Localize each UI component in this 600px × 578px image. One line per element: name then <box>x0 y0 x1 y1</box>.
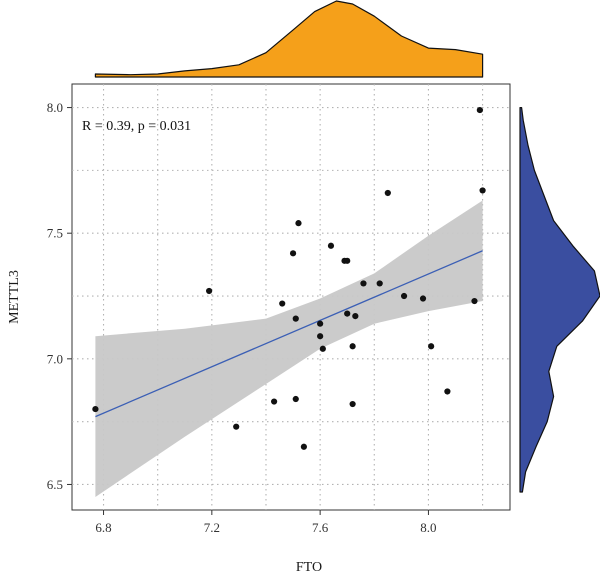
data-point <box>295 220 302 227</box>
regression-line-segment <box>95 250 483 418</box>
data-point <box>300 443 307 450</box>
data-point <box>92 405 99 413</box>
data-point <box>319 345 326 352</box>
x-tick-label: 6.8 <box>95 520 111 535</box>
data-point <box>292 395 299 403</box>
x-tick-label: 8.0 <box>420 520 436 535</box>
data-point <box>344 310 351 317</box>
data-point <box>376 280 383 287</box>
data-point <box>292 315 299 322</box>
data-point <box>344 257 351 264</box>
data-point <box>400 292 408 300</box>
x-axis: 6.8 7.2 7.6 8.0 <box>95 510 437 535</box>
y-density-area <box>519 107 600 493</box>
plot-frame <box>71 83 511 511</box>
data-point <box>471 297 478 305</box>
correlation-annotation: R = 0.39, p = 0.031 <box>82 119 191 134</box>
data-point <box>479 187 486 194</box>
y-tick-label: 8.0 <box>47 100 63 115</box>
y-tick-label: 7.5 <box>47 226 63 241</box>
data-point <box>233 423 240 430</box>
data-point <box>444 388 451 395</box>
data-point <box>349 343 356 350</box>
confidence-band-area <box>95 200 483 497</box>
data-point <box>352 313 359 320</box>
x-axis-title: FTO <box>296 560 322 575</box>
y-density-plot <box>519 107 600 493</box>
y-tick-label: 7.0 <box>47 351 63 366</box>
grid-lines <box>72 84 510 510</box>
x-density-area <box>94 0 484 78</box>
y-axis: 6.5 7.0 7.5 8.0 <box>47 100 72 492</box>
data-point <box>289 250 297 257</box>
data-point <box>428 343 435 350</box>
data-point <box>327 242 335 249</box>
y-axis-title: METTL3 <box>7 270 22 324</box>
data-point <box>384 189 391 197</box>
x-tick-label: 7.2 <box>204 520 220 535</box>
data-point <box>279 300 286 307</box>
data-points <box>92 106 486 450</box>
data-point <box>317 333 324 340</box>
y-tick-label: 6.5 <box>47 477 63 492</box>
data-point <box>349 400 356 408</box>
regression-line <box>95 250 483 418</box>
data-point <box>317 320 324 327</box>
data-point <box>360 280 367 287</box>
plot-panel: R = 0.39, p = 0.031 <box>71 83 511 511</box>
confidence-band <box>95 200 483 497</box>
data-point <box>271 398 278 405</box>
data-point <box>419 295 427 302</box>
data-point <box>476 106 483 114</box>
x-tick-label: 7.6 <box>312 520 329 535</box>
x-density-plot <box>94 0 484 78</box>
data-point <box>206 287 213 295</box>
